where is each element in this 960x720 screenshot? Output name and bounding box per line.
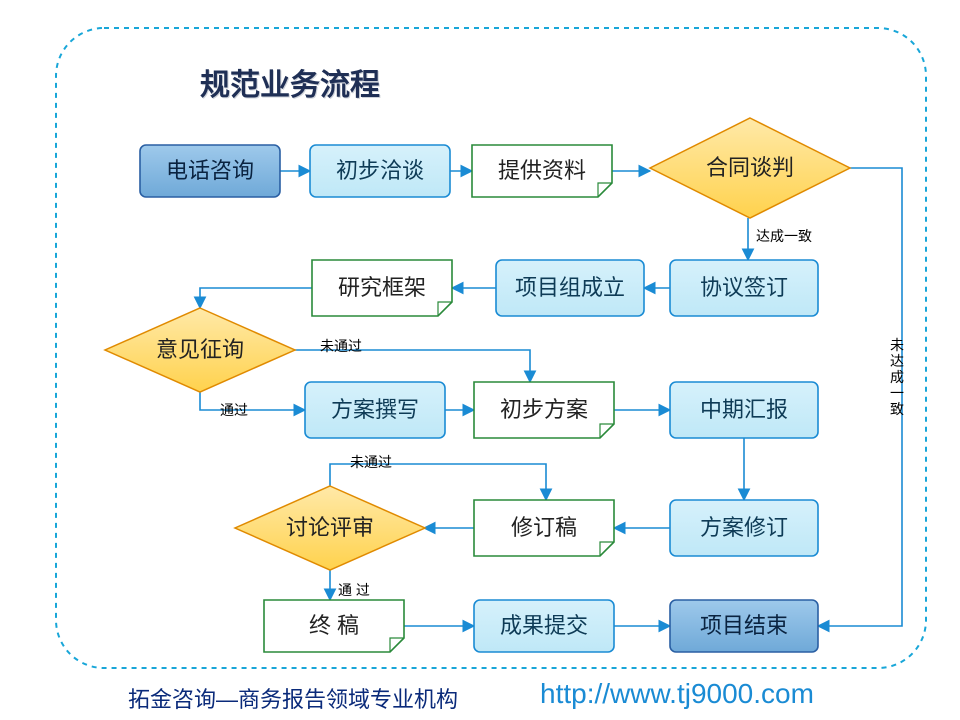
diagram-title: 规范业务流程 [200, 60, 380, 104]
edge-label: 未通过 [350, 452, 392, 472]
proc-n11: 中期汇报 [670, 382, 818, 438]
decision-n4: 合同谈判 [650, 118, 850, 218]
edge-label: 达成一致 [756, 226, 812, 246]
doc-n13: 修订稿 [474, 500, 614, 556]
edge-label: 通过 [220, 400, 248, 420]
proc-n1: 电话咨询 [140, 145, 280, 197]
proc-n9: 方案撰写 [305, 382, 445, 438]
footer-org: 拓金咨询—商务报告领域专业机构 [128, 682, 458, 714]
svg-text:未达成一致: 未达成一致 [890, 337, 904, 417]
proc-n2: 初步洽谈 [310, 145, 450, 197]
flowchart-stage: { "canvas":{"w":960,"h":720,"bg":"#fffff… [0, 0, 960, 720]
proc-n6: 项目组成立 [496, 260, 644, 316]
doc-n10: 初步方案 [474, 382, 614, 438]
decision-n8: 意见征询 [105, 308, 295, 392]
proc-n12: 方案修订 [670, 500, 818, 556]
proc-n17: 项目结束 [670, 600, 818, 652]
doc-n7: 研究框架 [312, 260, 452, 316]
footer-url: http://www.tj9000.com [540, 678, 814, 710]
edge-label: 通 过 [338, 580, 370, 600]
doc-n15: 终 稿 [264, 600, 404, 652]
doc-n3: 提供资料 [472, 145, 612, 197]
edge-label: 未通过 [320, 336, 362, 356]
proc-n5: 协议签订 [670, 260, 818, 316]
proc-n16: 成果提交 [474, 600, 614, 652]
decision-n14: 讨论评审 [235, 486, 425, 570]
